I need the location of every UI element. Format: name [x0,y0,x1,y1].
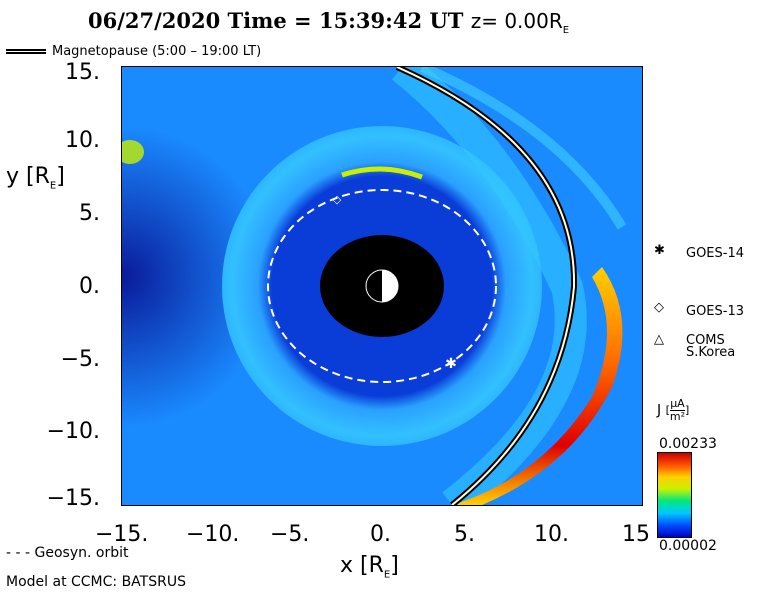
y-tick: −15. [46,486,100,511]
x-tick: 10. [534,522,569,547]
goes13-legend-label: GOES-13 [686,304,745,319]
magnetopause-line-icon [6,49,46,54]
x-tick: 15 [622,522,650,547]
colorbar-min: 0.00002 [659,538,717,554]
time: 15:39:42 UT [318,8,464,33]
model-credit: Model at CCMC: BATSRUS [6,574,186,590]
magnetopause-legend: Magnetopause (5:00 – 19:00 LT) [6,44,261,59]
geosync-legend: - - - Geosyn. orbit [6,545,129,561]
goes14-legend-label: GOES-14 [686,246,745,261]
date: 06/27/2020 [88,8,221,33]
colorbar [657,452,692,538]
x-axis-label: x [RE] [340,553,399,581]
y-tick: −10. [46,419,100,444]
magnetosheath-current [452,267,623,505]
y-axis-label: y [RE] [6,164,65,192]
y-tick: 15. [65,60,100,85]
colorbar-gradient [658,453,691,537]
x-tick: 5. [454,522,475,547]
x-tick: −10. [186,522,240,547]
goes13-marker-icon: ◇ [333,193,342,206]
edge-highlight [122,140,144,164]
x-tick: 0. [370,522,391,547]
plot-area: ✱ ◇ [122,67,642,505]
magnetopause-label: Magnetopause (5:00 – 19:00 LT) [52,44,262,59]
goes13-legend-icon: ◇ [654,300,664,315]
goes14-legend-icon: ✱ [654,243,665,258]
x-tick: −5. [270,522,310,547]
y-tick: 5. [79,201,100,226]
time-label: Time = [227,8,312,33]
magnetopause-inner-line [396,67,576,505]
coms-legend-sublabel: S.Korea [686,345,736,360]
coms-legend-icon: △ [654,332,664,347]
y-tick: 0. [79,274,100,299]
ring-current-highlight [341,166,423,180]
x-tick: −15. [95,522,149,547]
colorbar-quantity: J [μA m²] [657,397,690,423]
outer-current-band [392,67,587,505]
colorbar-max: 0.00233 [659,436,717,452]
coms-legend-label: COMS [686,333,725,348]
plot-frame [121,66,643,506]
plane-value: z= 0.00RE [470,9,570,36]
earth-night-icon [366,270,382,302]
goes14-marker-icon: ✱ [445,356,457,372]
geosync-orbit [267,189,497,383]
y-tick: −5. [60,347,100,372]
plot-title: 06/27/2020 Time = 15:39:42 UT z= 0.00RE [88,8,569,36]
outer-arc [420,67,627,230]
y-tick: 10. [65,128,100,153]
